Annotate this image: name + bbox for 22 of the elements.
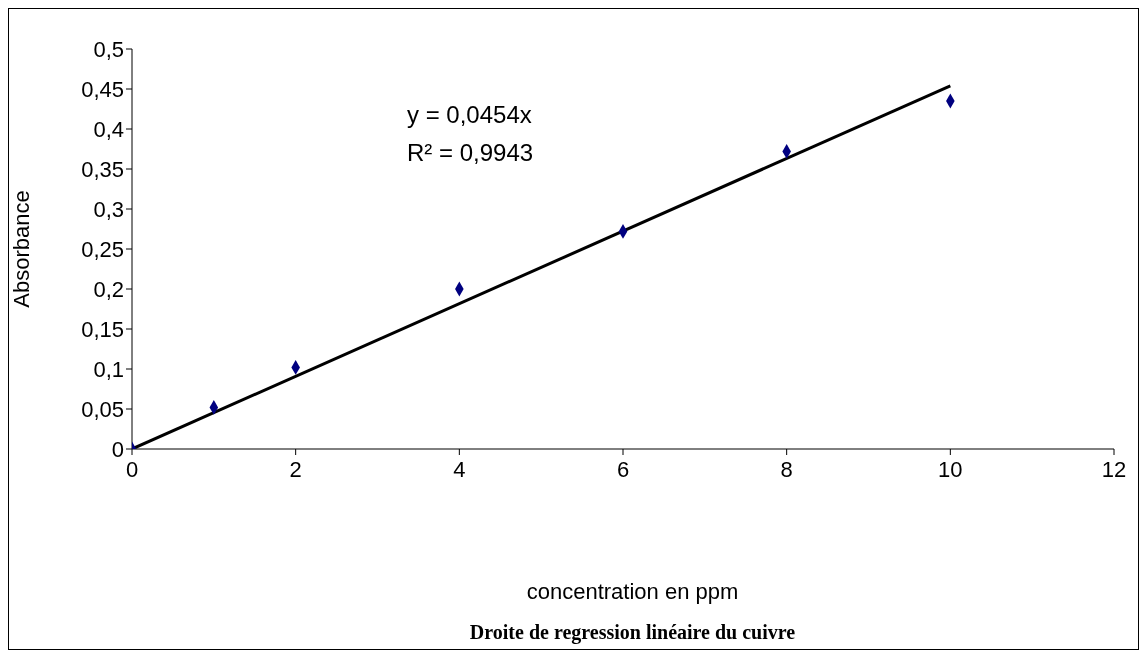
text: Droite de regression linéaire du cuivre [468,621,797,644]
y-tick-label: 0,4 [93,116,124,142]
x-tick-label: 10 [938,456,963,482]
y-axis-title: Absorbance [8,190,34,308]
x-tick-label: 4 [453,456,466,482]
x-axis-title: concentration en ppm [525,579,740,605]
y-tick-label: 0,05 [81,396,124,422]
y-tick-label: 0,35 [81,156,124,182]
y-tick-label: 0,15 [81,316,124,342]
y-tick-label: 0,2 [93,276,124,302]
y-tick-label: 0,3 [93,196,124,222]
x-tick-label: 12 [1101,456,1127,482]
x-tick-label: 6 [616,456,630,482]
y-tick-label: 0,45 [81,76,124,102]
x-tick-label: 2 [289,456,302,482]
y-tick-label: 0 [111,436,124,462]
annotation: y = 0,0454x [407,101,532,129]
y-tick-label: 0,5 [93,36,124,62]
y-tick-label: 0,1 [93,356,124,382]
y-tick-label: 0,25 [81,236,124,262]
x-tick-label: 8 [780,456,793,482]
annotation: R² = 0,9943 [407,139,534,167]
